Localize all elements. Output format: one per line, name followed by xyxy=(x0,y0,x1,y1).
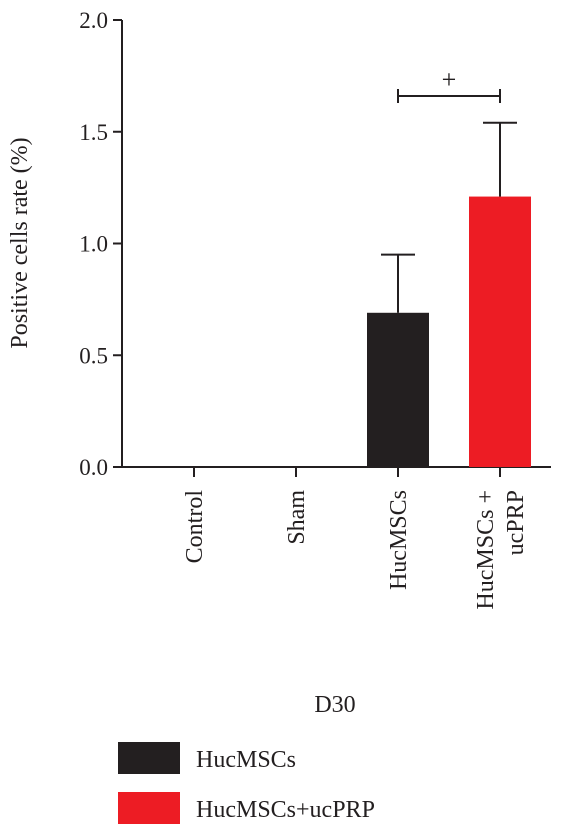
y-tick-label: 0.0 xyxy=(79,455,108,480)
significance-marker: + xyxy=(442,65,457,94)
y-tick-label: 1.5 xyxy=(79,120,108,145)
x-tick-label: HucMSCs xyxy=(386,490,412,590)
legend-label: HucMSCs xyxy=(196,747,296,773)
x-tick-label: Control xyxy=(182,490,208,564)
legend-label: HucMSCs+ucPRP xyxy=(196,797,375,823)
y-axis-title: Positive cells rate (%) xyxy=(7,137,33,348)
y-tick-label: 1.0 xyxy=(79,232,108,257)
y-tick-label: 2.0 xyxy=(79,8,108,33)
x-tick-label: Sham xyxy=(284,490,310,545)
y-tick-label: 0.5 xyxy=(79,343,108,368)
legend-swatch xyxy=(118,792,180,824)
x-tick-label: HucMSCs + xyxy=(473,490,499,610)
x-tick-label: ucPRP xyxy=(503,490,529,555)
legend-swatch xyxy=(118,742,180,774)
x-axis-title: D30 xyxy=(314,692,355,718)
bar xyxy=(469,196,531,467)
bar xyxy=(367,312,429,467)
